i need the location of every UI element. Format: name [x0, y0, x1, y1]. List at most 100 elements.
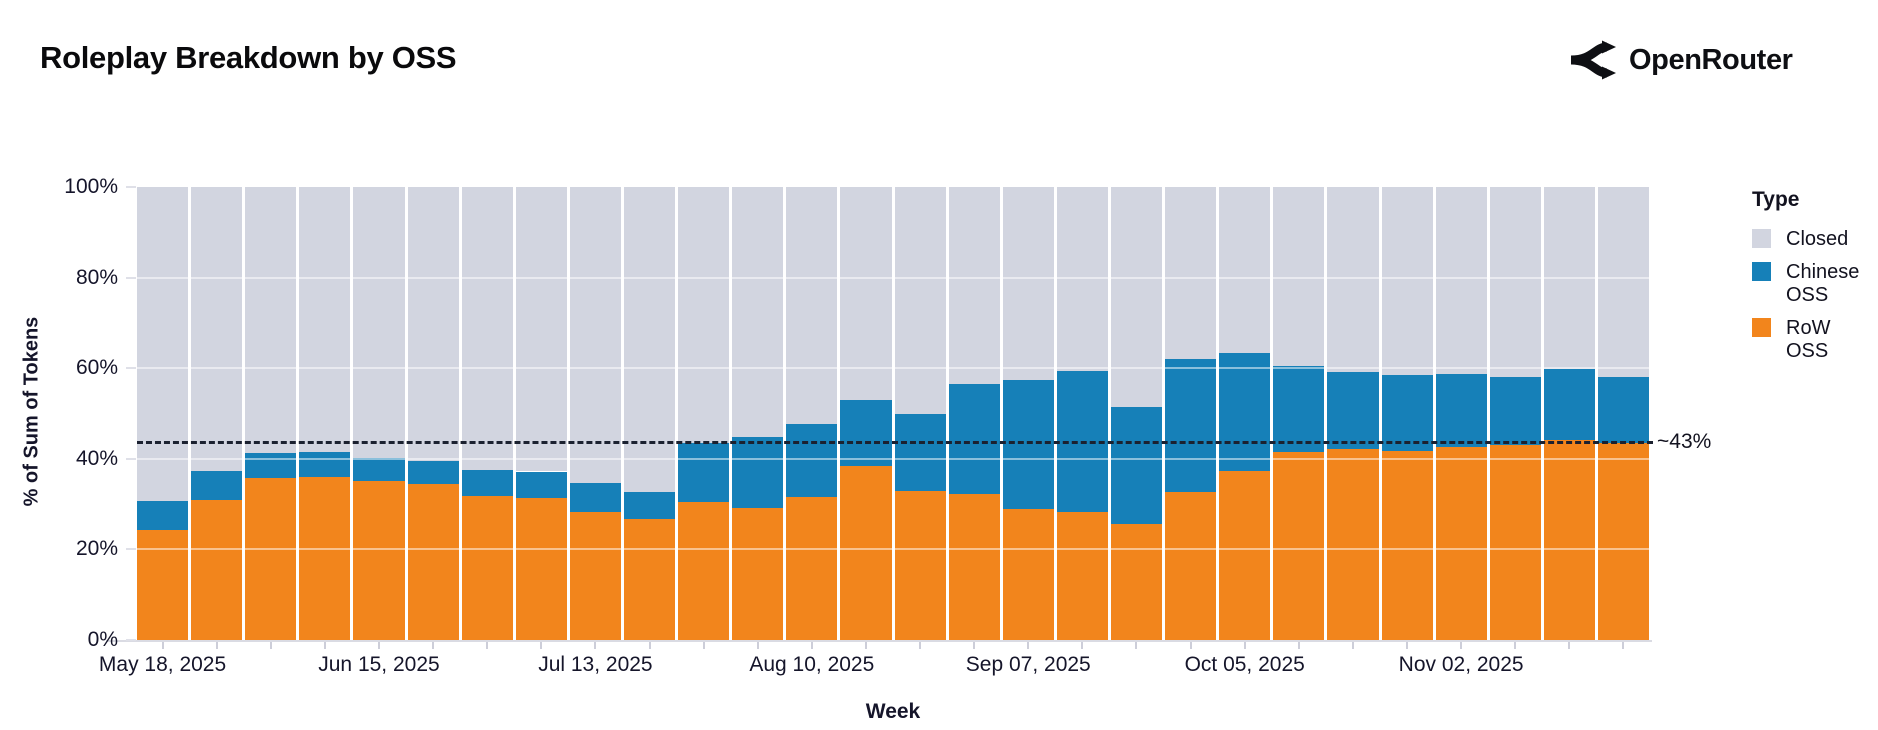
x-tick-mark — [919, 642, 922, 649]
bar-segment-row-oss — [840, 466, 892, 640]
bar-segment-row-oss — [732, 508, 784, 640]
gridline — [137, 367, 1649, 370]
bar-segment-closed — [1110, 187, 1163, 407]
legend-item: RoW OSS — [1752, 317, 1878, 363]
legend: Type Closed Chinese OSS RoW OSS — [1752, 188, 1878, 373]
bar-segment-row-oss — [623, 519, 676, 640]
bar-segment-chinese-oss — [1435, 374, 1487, 448]
x-tick-mark — [540, 642, 543, 649]
y-tick-mark — [126, 186, 136, 188]
bar-segment-row-oss — [299, 477, 351, 640]
bar-segment-row-oss — [353, 480, 405, 640]
bar-segment-chinese-oss — [732, 437, 784, 509]
bar-segment-closed — [948, 187, 1000, 385]
bar-segment-row-oss — [1543, 439, 1595, 640]
bar-segment-row-oss — [1489, 444, 1541, 640]
y-tick-mark — [126, 367, 136, 370]
x-tick-mark — [1351, 642, 1354, 649]
bar-week — [1435, 187, 1487, 640]
bar-week — [623, 187, 676, 640]
legend-item: Closed — [1752, 228, 1878, 251]
bar-segment-chinese-oss — [1543, 369, 1595, 440]
x-tick-mark — [432, 642, 435, 649]
bar-segment-closed — [678, 187, 730, 443]
bar-segment-row-oss — [1381, 451, 1433, 640]
y-tick-mark — [126, 457, 136, 460]
annotation-label: ~43% — [1657, 429, 1712, 453]
bar-week — [137, 187, 189, 640]
bar-segment-chinese-oss — [407, 461, 459, 485]
bar-week — [299, 187, 351, 640]
y-tick-mark — [126, 276, 136, 279]
x-tick-mark — [1081, 642, 1084, 649]
annotation-dashed-line — [137, 440, 1653, 444]
bar-segment-closed — [1381, 187, 1433, 375]
bar-segment-chinese-oss — [1381, 375, 1433, 452]
legend-swatch-chinese-oss — [1752, 262, 1771, 281]
bar-week — [191, 187, 243, 640]
y-tick-label: 20% — [75, 537, 118, 561]
bar-week — [569, 187, 621, 640]
bar-week — [515, 187, 567, 640]
bar-segment-row-oss — [137, 529, 189, 640]
bar-segment-closed — [732, 187, 784, 438]
x-tick-mark — [973, 642, 976, 649]
gridline — [137, 457, 1649, 460]
x-tick-label: Jun 15, 2025 — [318, 653, 440, 676]
legend-label: Chinese OSS — [1786, 261, 1860, 306]
bar-segment-row-oss — [894, 490, 946, 640]
bar-segment-row-oss — [1327, 449, 1379, 640]
y-tick-label: 100% — [64, 175, 118, 198]
y-tick-label: 60% — [75, 356, 118, 380]
x-tick-label: Sep 07, 2025 — [965, 653, 1091, 676]
bar-segment-chinese-oss — [353, 457, 405, 481]
y-tick-mark — [126, 548, 136, 551]
bar-week — [732, 187, 784, 640]
bar-segment-row-oss — [1056, 511, 1108, 640]
legend-label: RoW OSS — [1786, 317, 1831, 362]
bar-segment-row-oss — [1273, 452, 1325, 640]
bar-segment-chinese-oss — [569, 482, 621, 513]
bar-segment-chinese-oss — [245, 452, 297, 478]
bar-segment-closed — [894, 187, 946, 415]
bar-segment-closed — [1219, 187, 1271, 354]
bar-segment-chinese-oss — [948, 384, 1000, 494]
bar-segment-row-oss — [1435, 447, 1487, 640]
legend-title: Type — [1752, 188, 1800, 211]
bar-segment-closed — [461, 187, 513, 470]
x-tick-mark — [1406, 642, 1409, 649]
bar-segment-closed — [407, 187, 459, 462]
bar-segment-row-oss — [569, 512, 621, 640]
bar-segment-row-oss — [948, 493, 1000, 640]
bar-segment-closed — [191, 187, 243, 472]
legend-label: Closed — [1786, 228, 1849, 250]
bar-week — [1002, 187, 1054, 640]
gridline — [137, 548, 1649, 551]
bar-segment-chinese-oss — [1489, 376, 1541, 445]
bar-segment-closed — [1327, 187, 1379, 373]
bar-week — [1597, 187, 1650, 640]
bar-segment-row-oss — [678, 502, 730, 640]
bar-segment-closed — [137, 187, 189, 501]
x-tick-mark — [1297, 642, 1300, 649]
bar-week — [1543, 187, 1595, 640]
bar-segment-closed — [623, 187, 676, 493]
x-tick-mark — [323, 642, 326, 649]
bar-segment-row-oss — [461, 496, 513, 640]
y-axis-title: % of Sum of Tokens — [20, 316, 43, 507]
bar-segment-chinese-oss — [840, 399, 892, 467]
bar-segment-row-oss — [1597, 442, 1650, 640]
y-tick-label: 40% — [75, 446, 118, 470]
x-tick-mark — [648, 642, 651, 649]
bar-week — [1219, 187, 1271, 640]
bar-week — [1056, 187, 1108, 640]
bar-segment-closed — [1165, 187, 1217, 359]
legend-swatch-row-oss — [1752, 318, 1771, 337]
bar-segment-chinese-oss — [461, 469, 513, 497]
bar-segment-row-oss — [1002, 509, 1054, 640]
bar-week — [1273, 187, 1325, 640]
bar-segment-row-oss — [191, 499, 243, 640]
bar-segment-chinese-oss — [299, 452, 351, 478]
bar-week — [353, 187, 405, 640]
x-axis-title: Week — [865, 700, 921, 723]
